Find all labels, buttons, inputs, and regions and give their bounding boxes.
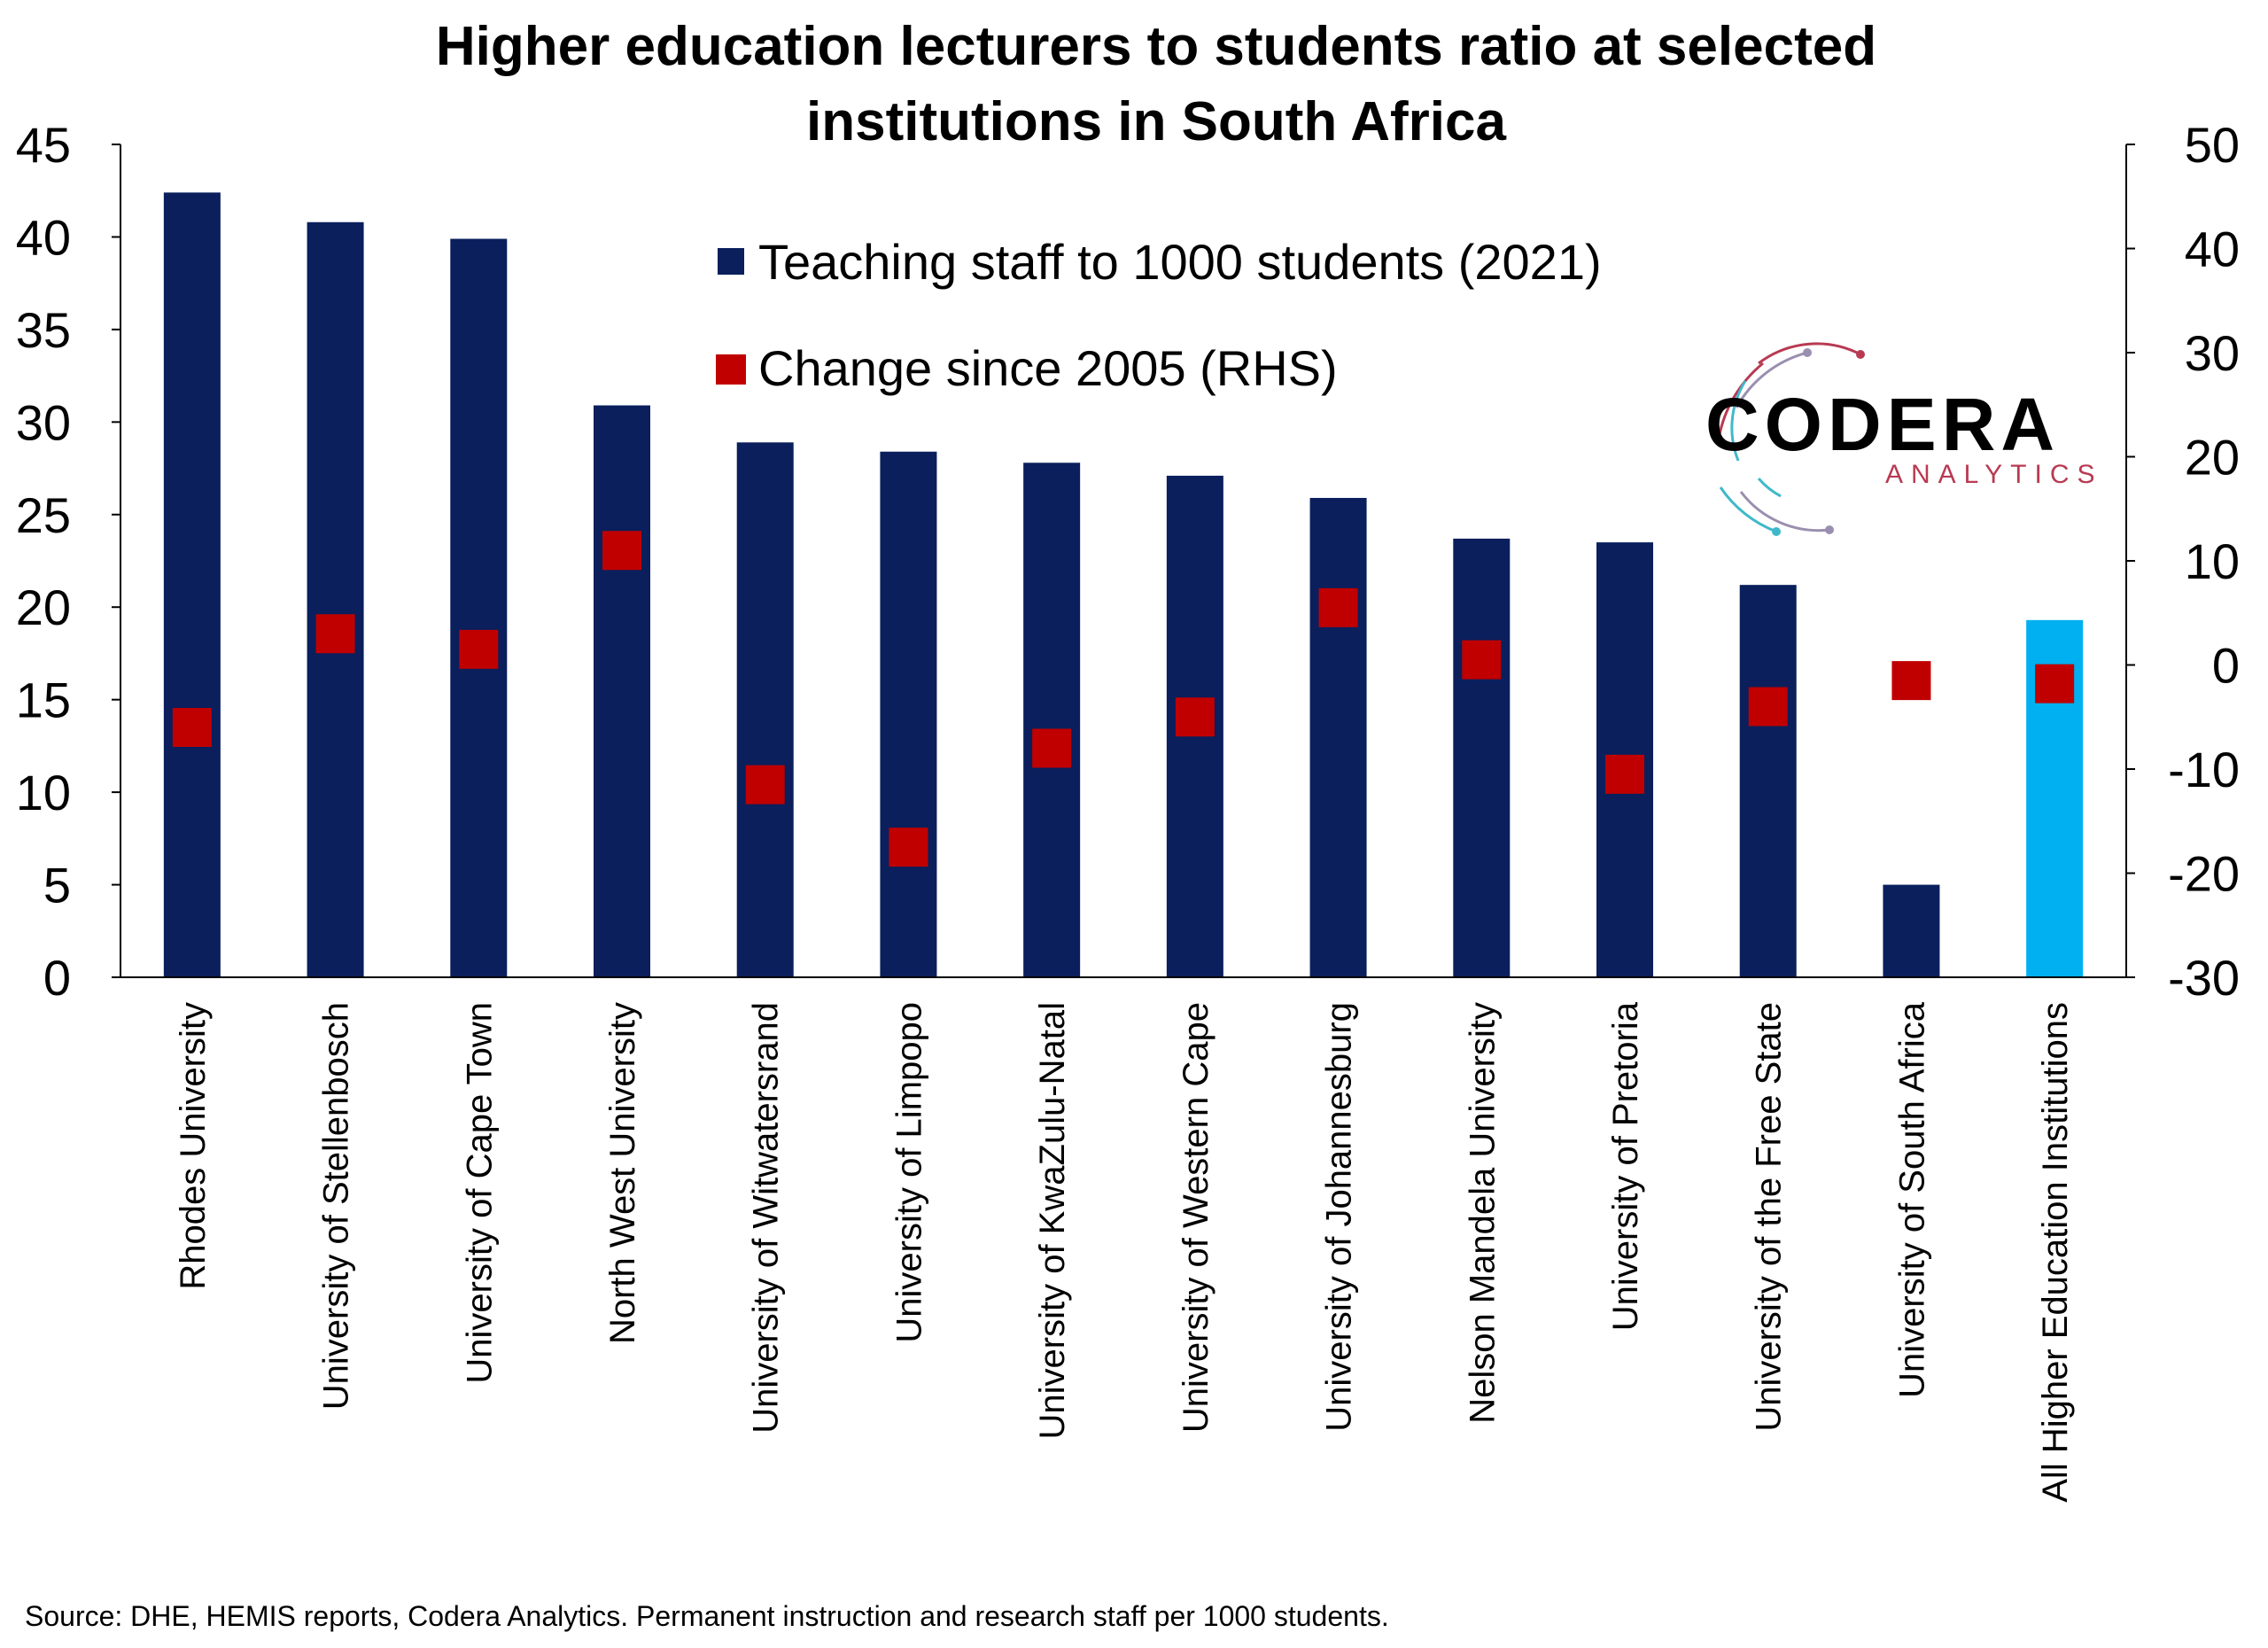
category-label: University of Witwatersrand xyxy=(747,1002,786,1434)
change-marker xyxy=(172,708,212,747)
change-marker xyxy=(1891,661,1931,701)
change-marker xyxy=(315,614,355,654)
change-marker xyxy=(1175,697,1215,737)
left-y-axis: 0 5 10 15 20 25 30 35 40 45 xyxy=(16,117,121,1006)
bar xyxy=(594,405,650,977)
legend-label-change-since-2005: Change since 2005 (RHS) xyxy=(758,340,1338,396)
bar xyxy=(736,442,794,977)
change-marker xyxy=(1462,640,1502,680)
category-label: University of the Free State xyxy=(1750,1002,1789,1432)
category-label: University of Western Cape xyxy=(1177,1002,1216,1433)
legend-label-teaching-staff: Teaching staff to 1000 students (2021) xyxy=(758,234,1602,290)
bar xyxy=(1309,497,1367,977)
marker-series xyxy=(172,531,2075,867)
legend: Teaching staff to 1000 students (2021) C… xyxy=(716,234,1602,396)
change-marker xyxy=(2035,664,2075,704)
legend-swatch-teaching-staff xyxy=(718,248,744,275)
category-label: All Higher Education Institutions xyxy=(2036,1002,2075,1503)
right-tick-label: -20 xyxy=(2168,846,2240,902)
change-marker xyxy=(1032,728,1072,768)
bar xyxy=(880,451,937,977)
category-label: University of Limpopo xyxy=(889,1002,928,1343)
category-label: Nelson Mandela University xyxy=(1463,1002,1502,1424)
category-label: University of Johannesburg xyxy=(1320,1002,1359,1432)
right-y-axis: -30 -20 -10 0 10 20 30 40 50 xyxy=(2125,117,2240,1006)
right-tick-label: 40 xyxy=(2185,222,2240,277)
left-tick-label: 25 xyxy=(16,487,71,543)
left-tick-label: 5 xyxy=(43,858,71,913)
left-tick-label: 30 xyxy=(16,394,71,450)
chart-title-line-2: institutions in South Africa xyxy=(806,91,1506,152)
left-tick-label: 45 xyxy=(16,117,71,173)
right-tick-label: 20 xyxy=(2185,430,2240,486)
right-tick-label: 30 xyxy=(2185,325,2240,381)
change-marker xyxy=(889,828,928,867)
source-note: Source: DHE, HEMIS reports, Codera Analy… xyxy=(25,1600,1389,1632)
bar-series xyxy=(163,192,2084,978)
logo-wordmark: CODERA xyxy=(1705,383,2060,466)
change-marker xyxy=(602,531,641,571)
codera-logo: CODERA ANALYTICS xyxy=(1705,342,2103,536)
left-tick-label: 20 xyxy=(16,579,71,635)
left-tick-label: 0 xyxy=(43,950,71,1006)
change-marker xyxy=(745,765,785,805)
category-labels: Rhodes University University of Stellenbo… xyxy=(174,1001,2075,1503)
logo-subtitle: ANALYTICS xyxy=(1885,460,2103,489)
right-tick-label: -30 xyxy=(2168,950,2240,1006)
bar xyxy=(1453,538,1511,977)
change-marker xyxy=(459,629,499,669)
category-label: University of Cape Town xyxy=(460,1002,499,1384)
category-label: Rhodes University xyxy=(174,1002,213,1290)
codera-circuit-icon xyxy=(1717,342,1865,536)
category-label: University of Pretoria xyxy=(1606,1001,1645,1331)
right-tick-label: 10 xyxy=(2185,533,2240,589)
category-label: North West University xyxy=(603,1002,642,1344)
bar xyxy=(307,222,364,977)
change-marker xyxy=(1318,587,1358,627)
bar xyxy=(1739,585,1797,977)
change-marker xyxy=(1748,687,1788,727)
chart-title-line-1: Higher education lecturers to students r… xyxy=(436,16,1876,77)
bar xyxy=(1023,463,1081,977)
bar xyxy=(1883,884,1940,977)
left-tick-label: 40 xyxy=(16,209,71,265)
left-tick-label: 15 xyxy=(16,672,71,728)
category-label: University of South Africa xyxy=(1892,1001,1931,1398)
right-tick-label: 50 xyxy=(2185,117,2240,173)
right-tick-label: 0 xyxy=(2212,638,2240,694)
bar xyxy=(163,192,221,978)
legend-swatch-change-since-2005 xyxy=(716,354,746,385)
left-tick-label: 35 xyxy=(16,302,71,358)
bar xyxy=(450,238,508,977)
change-marker xyxy=(1605,754,1644,794)
left-tick-label: 10 xyxy=(16,765,71,820)
right-tick-label: -10 xyxy=(2168,742,2240,797)
category-label: University of Stellenbosch xyxy=(317,1002,356,1410)
category-label: University of KwaZulu-Natal xyxy=(1033,1002,1072,1440)
